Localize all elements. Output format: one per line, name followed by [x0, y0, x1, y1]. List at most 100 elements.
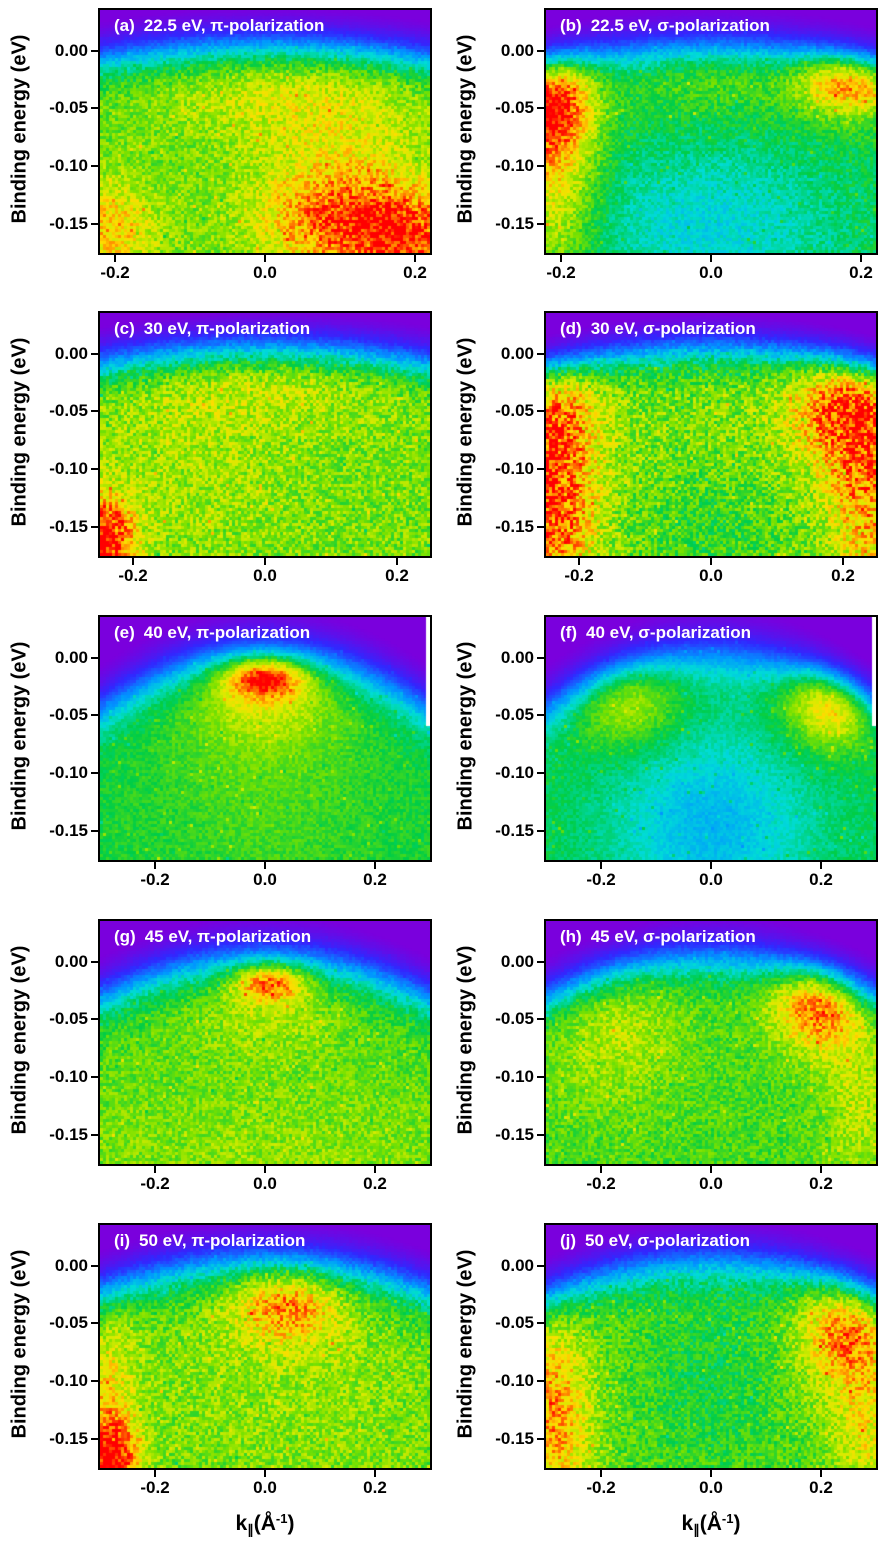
- y-tick-mark: [537, 830, 544, 833]
- x-tick-label: 0.2: [363, 1174, 387, 1193]
- y-tick-label: 0.00: [54, 1255, 88, 1275]
- x-axis-label-parallel-subscript: ∥: [247, 1521, 254, 1537]
- x-tick-mark: [600, 1470, 602, 1477]
- y-tick-mark: [537, 107, 544, 110]
- x-tick-label: 0.0: [253, 1478, 277, 1497]
- heatmap-canvas: [100, 10, 430, 253]
- y-tick-label: -0.15: [495, 214, 534, 234]
- heatmap-canvas: [546, 313, 876, 556]
- y-tick-label: -0.15: [495, 517, 534, 537]
- x-tick-label: -0.2: [586, 1174, 616, 1193]
- heatmap-canvas: [546, 921, 876, 1164]
- x-tick-label: 0.2: [385, 566, 409, 585]
- x-tick-mark: [374, 862, 376, 869]
- x-tick-mark: [264, 862, 266, 869]
- y-axis-label: Binding energy (eV): [454, 1249, 477, 1439]
- y-tick-mark: [537, 165, 544, 168]
- x-tick-mark: [710, 1470, 712, 1477]
- panel-label: (i) 50 eV, π-polarization: [114, 1231, 305, 1251]
- y-tick-mark: [91, 223, 98, 226]
- y-axis-label: Binding energy (eV): [8, 34, 31, 224]
- y-tick-mark: [91, 49, 98, 52]
- y-tick-mark: [91, 1438, 98, 1441]
- panel-cell: Binding energy (eV) (b) 22.5 eV, σ-polari…: [446, 8, 891, 311]
- y-tick-label: -0.10: [49, 1371, 88, 1391]
- y-tick-mark: [537, 960, 544, 963]
- x-tick-label: -0.2: [118, 566, 148, 585]
- x-tick-mark: [154, 1166, 156, 1173]
- x-axis-label-k: k: [681, 1512, 694, 1536]
- heatmap-plot: (c) 30 eV, π-polarization 0.00 -0.05 -0.10 -…: [49, 311, 432, 585]
- panel-label: (c) 30 eV, π-polarization: [114, 319, 310, 339]
- x-tick-mark: [710, 862, 712, 869]
- y-tick-label: -0.10: [49, 763, 88, 783]
- panel-title: 45 eV, π-polarization: [144, 927, 312, 946]
- x-tick-mark: [132, 558, 134, 565]
- x-tick-label: 0.2: [809, 1478, 833, 1497]
- y-tick-mark: [537, 714, 544, 717]
- panel-letter: (h): [560, 927, 582, 946]
- y-tick-label: -0.10: [495, 763, 534, 783]
- heatmap-canvas: [546, 1225, 876, 1468]
- x-axis-label-exponent: -1: [275, 1511, 288, 1526]
- y-tick-label: 0.00: [54, 40, 88, 60]
- panel-cell: Binding energy (eV) (a) 22.5 eV, π-polari…: [0, 8, 446, 311]
- y-tick-mark: [91, 107, 98, 110]
- y-tick-label: -0.15: [49, 214, 88, 234]
- y-tick-label: 0.00: [500, 40, 534, 60]
- y-tick-label: 0.00: [54, 343, 88, 363]
- y-tick-label: -0.15: [495, 1125, 534, 1145]
- y-tick-label: -0.05: [495, 98, 534, 118]
- panel-title: 22.5 eV, π-polarization: [143, 16, 325, 35]
- panel-letter: (d): [560, 319, 582, 338]
- panel-cell: Binding energy (eV) (j) 50 eV, σ-polariza…: [446, 1223, 891, 1556]
- x-tick-mark: [560, 255, 562, 262]
- x-tick-label: -0.2: [140, 870, 170, 889]
- x-tick-label: -0.2: [586, 870, 616, 889]
- y-tick-mark: [91, 526, 98, 529]
- y-tick-label: 0.00: [54, 647, 88, 667]
- x-axis-label-unit-close: ): [287, 1512, 295, 1536]
- y-axis-label: Binding energy (eV): [454, 945, 477, 1135]
- x-tick-label: 0.0: [253, 263, 277, 282]
- y-tick-mark: [91, 1264, 98, 1267]
- y-tick-label: -0.05: [49, 98, 88, 118]
- x-axis-label-unit-open: (Å: [699, 1512, 722, 1536]
- y-tick-mark: [91, 656, 98, 659]
- heatmap-plot: (h) 45 eV, σ-polarization 0.00 -0.05 -0.10 -…: [495, 919, 878, 1193]
- y-axis-label: Binding energy (eV): [454, 34, 477, 224]
- y-tick-label: -0.15: [49, 517, 88, 537]
- x-tick-label: 0.0: [253, 566, 277, 585]
- x-tick-mark: [710, 255, 712, 262]
- heatmap-plot: (i) 50 eV, π-polarization 0.00 -0.05 -0.10 -…: [49, 1223, 432, 1497]
- y-tick-mark: [537, 1438, 544, 1441]
- x-tick-mark: [710, 1166, 712, 1173]
- panel-label: (g) 45 eV, π-polarization: [114, 927, 311, 947]
- y-tick-label: -0.15: [49, 821, 88, 841]
- y-axis-label: Binding energy (eV): [8, 641, 31, 831]
- x-tick-mark: [374, 1470, 376, 1477]
- y-tick-mark: [91, 1380, 98, 1383]
- heatmap-plot: (a) 22.5 eV, π-polarization 0.00 -0.05 -0.1…: [49, 8, 432, 282]
- heatmap-plot: (g) 45 eV, π-polarization 0.00 -0.05 -0.10 -…: [49, 919, 432, 1193]
- panel-title: 40 eV, σ-polarization: [585, 623, 751, 642]
- heatmap-canvas: [100, 313, 430, 556]
- x-tick-label: 0.2: [363, 1478, 387, 1497]
- x-tick-mark: [154, 1470, 156, 1477]
- x-tick-label: 0.2: [831, 566, 855, 585]
- y-tick-label: -0.10: [495, 1067, 534, 1087]
- y-tick-mark: [91, 165, 98, 168]
- x-tick-label: -0.2: [586, 1478, 616, 1497]
- y-tick-mark: [537, 49, 544, 52]
- x-tick-mark: [414, 255, 416, 262]
- panel-label: (e) 40 eV, π-polarization: [114, 623, 310, 643]
- x-tick-mark: [820, 862, 822, 869]
- y-tick-label: -0.05: [495, 705, 534, 725]
- x-tick-mark: [264, 558, 266, 565]
- x-axis-label-unit-open: (Å: [253, 1512, 276, 1536]
- panel-title: 40 eV, π-polarization: [143, 623, 311, 642]
- x-tick-label: -0.2: [546, 263, 576, 282]
- y-tick-label: -0.05: [49, 1313, 88, 1333]
- heatmap-plot: (j) 50 eV, σ-polarization 0.00 -0.05 -0.10 -…: [495, 1223, 878, 1497]
- y-tick-mark: [91, 1076, 98, 1079]
